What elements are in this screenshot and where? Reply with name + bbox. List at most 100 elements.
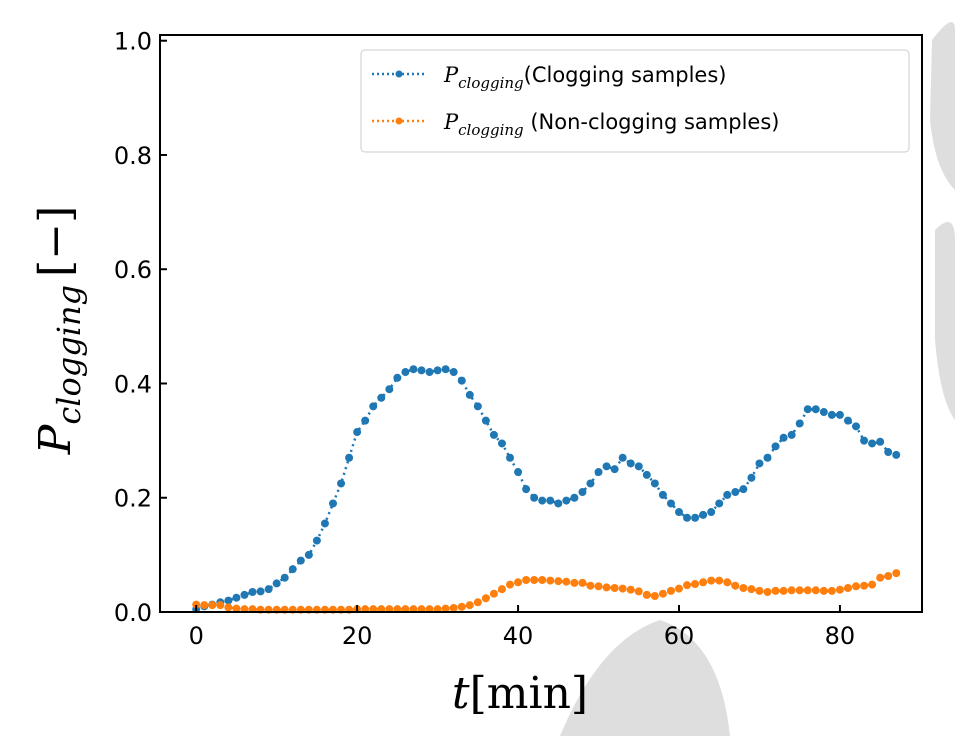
data-point [240,590,249,599]
data-point [634,587,643,596]
data-point [328,499,337,508]
data-point [876,437,885,446]
data-point [618,453,627,462]
data-point [562,496,571,505]
data-point [272,579,281,588]
data-point [803,586,812,595]
data-point [481,416,490,425]
data-point [819,408,828,417]
watermark [560,22,955,736]
data-point [224,603,233,612]
data-point [779,433,788,442]
y-tick-label: 0.6 [114,256,152,284]
legend: Pclogging(Clogging samples) Pclogging (N… [360,49,910,153]
data-point [739,485,748,494]
data-point [441,365,450,374]
x-tick-label: 0 [189,622,204,650]
data-point [827,586,836,595]
data-point [457,376,466,385]
data-point [337,479,346,488]
data-point [288,565,297,574]
data-point [658,589,667,598]
svg-text:Pclogging(Clogging samples): Pclogging(Clogging samples) [443,63,726,92]
legend-entry-non-clogging: Pclogging (Non-clogging samples) [372,110,779,139]
data-point [570,578,579,587]
x-tick-label: 80 [825,622,856,650]
data-point [876,573,885,582]
data-point [860,581,869,590]
data-point [538,496,547,505]
x-tick-label: 40 [503,622,534,650]
data-point [892,569,901,578]
data-point [489,430,498,439]
data-point [731,488,740,497]
data-point [835,585,844,594]
data-point [570,493,579,502]
data-point [546,496,555,505]
data-point [433,366,442,375]
data-point [699,578,708,587]
data-point [417,366,426,375]
data-point [473,598,482,607]
data-point [224,596,233,605]
data-point [248,588,257,597]
data-point [497,439,506,448]
data-point [586,581,595,590]
data-point [666,586,675,595]
data-point [578,578,587,587]
legend-box [360,49,910,153]
data-point [361,416,370,425]
data-point [715,499,724,508]
y-tick-label: 0.2 [114,485,152,513]
series-clogging [192,365,901,614]
data-point [409,365,418,374]
data-point [554,499,563,508]
data-point [626,459,635,468]
data-point [811,405,820,414]
data-point [481,594,490,603]
data-point [208,601,217,610]
data-point [683,581,692,590]
data-point [369,402,378,411]
axis-ticks: 0 20 40 60 80 0.0 0.2 0.4 0.6 0.8 1.0 [114,28,855,650]
data-point [658,490,667,499]
data-point [779,586,788,595]
data-point [562,577,571,586]
data-point [312,536,321,545]
data-point [449,368,458,377]
legend-entry-clogging: Pclogging(Clogging samples) [372,63,726,92]
data-point [393,373,402,382]
data-point [787,586,796,595]
data-point [449,604,458,613]
data-point [763,588,772,597]
y-axis-label: Pclogging[−] [30,206,88,456]
data-point [852,582,861,591]
data-point [787,430,796,439]
data-point [739,584,748,593]
data-point [280,573,289,582]
series-line [196,572,897,611]
data-point [441,604,450,613]
data-point [819,586,828,595]
data-point [425,368,434,377]
data-point [232,604,241,613]
data-point [642,590,651,599]
data-point [795,419,804,428]
data-point [723,490,732,499]
data-point [699,510,708,519]
data-point [514,578,523,587]
data-point [497,585,506,594]
plot-frame [159,34,923,613]
data-point [747,473,756,482]
y-tick-label: 0.8 [114,142,152,170]
data-point [586,479,595,488]
data-point [707,508,716,517]
data-point [795,586,804,595]
data-point [602,462,611,471]
data-point [345,453,354,462]
y-tick-label: 0.4 [114,370,152,398]
data-point [610,584,619,593]
data-point [538,576,547,585]
data-point [731,581,740,590]
